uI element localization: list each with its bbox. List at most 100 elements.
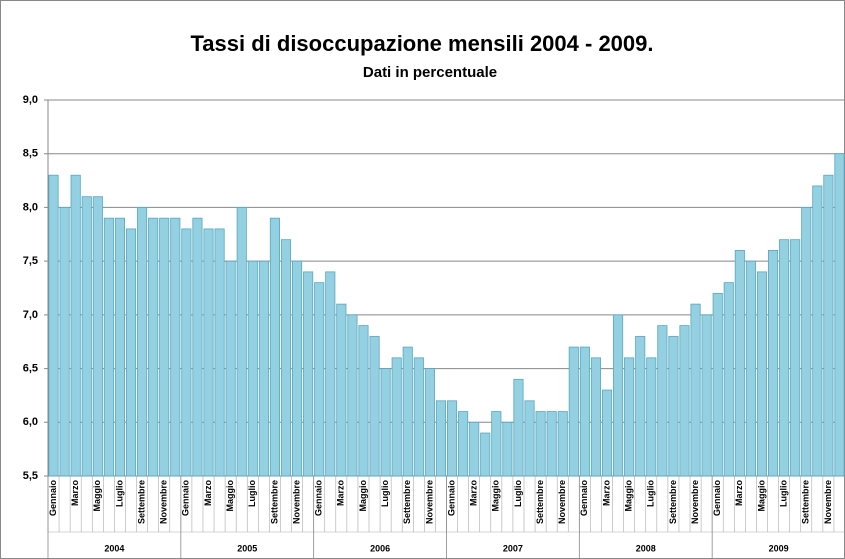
bar — [424, 368, 435, 477]
bar — [779, 239, 790, 477]
bar — [159, 217, 170, 477]
x-tick-label: Luglio — [380, 480, 390, 507]
bar — [546, 411, 557, 477]
x-tick-label: Settembre — [535, 480, 545, 524]
x-tick-label: Gennaio — [446, 480, 456, 517]
bar — [103, 217, 114, 477]
bar — [690, 303, 701, 477]
bar — [325, 271, 336, 477]
bar — [513, 378, 524, 477]
bar — [491, 411, 502, 477]
y-tick-label: 6,0 — [23, 416, 38, 428]
bar — [502, 421, 513, 477]
group-label: 2009 — [769, 543, 789, 553]
bar — [568, 346, 579, 477]
bar — [701, 314, 712, 477]
y-tick-label: 7,0 — [23, 309, 38, 321]
bar — [834, 153, 845, 477]
x-tick-label: Maggio — [756, 480, 766, 512]
x-tick-label: Settembre — [269, 480, 279, 524]
x-tick-label: Novembre — [291, 480, 301, 524]
x-tick-label: Marzo — [203, 480, 213, 507]
bar — [601, 389, 613, 477]
x-tick-label: Novembre — [557, 480, 567, 524]
bar — [70, 174, 81, 477]
bar — [756, 271, 768, 477]
bar — [247, 260, 258, 477]
x-tick-label: Gennaio — [48, 480, 58, 517]
x-tick-label: Gennaio — [181, 480, 191, 517]
bar — [635, 335, 646, 477]
bar — [203, 228, 214, 477]
bar — [380, 368, 391, 477]
bar — [458, 411, 469, 477]
bar — [801, 207, 812, 477]
bar — [469, 421, 480, 477]
bar — [679, 325, 690, 477]
bar — [181, 228, 192, 477]
bar — [723, 282, 734, 477]
bar — [59, 207, 70, 477]
y-tick-label: 5,5 — [23, 470, 38, 482]
x-tick-label: Settembre — [801, 480, 811, 524]
bar — [269, 217, 280, 477]
x-tick-label: Luglio — [114, 480, 124, 507]
x-tick-label: Marzo — [469, 480, 479, 507]
x-tick-label: Marzo — [734, 480, 744, 507]
x-tick-label: Maggio — [92, 480, 102, 512]
bar — [435, 400, 447, 477]
y-tick-label: 8,5 — [23, 148, 38, 160]
bar — [790, 239, 801, 477]
x-tick-label: Settembre — [668, 480, 678, 524]
bar — [624, 357, 635, 477]
x-tick-label: Gennaio — [314, 480, 324, 517]
bar — [369, 335, 380, 477]
bar — [579, 346, 590, 477]
bar — [92, 196, 103, 477]
bar — [214, 228, 225, 477]
x-tick-label: Maggio — [491, 480, 501, 512]
bar — [391, 357, 402, 477]
x-tick-label: Novembre — [424, 480, 434, 524]
bar — [236, 207, 247, 477]
x-tick-label: Luglio — [247, 480, 257, 507]
bar — [446, 400, 458, 477]
x-tick-label: Settembre — [402, 480, 412, 524]
bar — [668, 335, 679, 477]
x-tick-label: Maggio — [225, 480, 235, 512]
bar — [170, 217, 181, 477]
bar — [280, 239, 292, 477]
bar — [125, 228, 137, 477]
bar — [413, 357, 424, 477]
bar — [402, 346, 413, 477]
bar — [48, 174, 59, 477]
bar — [734, 249, 745, 477]
x-tick-label: Maggio — [358, 480, 368, 512]
bar — [292, 260, 303, 477]
x-tick-label: Gennaio — [712, 480, 722, 517]
bar — [557, 411, 568, 477]
x-tick-label: Maggio — [624, 480, 634, 512]
bar — [767, 249, 779, 477]
group-label: 2006 — [370, 543, 390, 553]
x-tick-label: Luglio — [646, 480, 656, 507]
x-tick-label: Novembre — [159, 480, 169, 524]
bar — [114, 217, 126, 477]
chart-title: Tassi di disoccupazione mensili 2004 - 2… — [190, 31, 653, 56]
x-tick-label: Marzo — [70, 480, 80, 507]
bar — [347, 314, 358, 477]
bar — [590, 357, 601, 477]
bar — [303, 271, 314, 477]
bar — [192, 217, 203, 477]
y-tick-label: 8,0 — [23, 201, 38, 213]
x-tick-label: Luglio — [513, 480, 523, 507]
group-label: 2005 — [237, 543, 257, 553]
bar — [336, 303, 347, 477]
y-tick-label: 6,5 — [23, 362, 38, 374]
bar — [258, 260, 269, 477]
x-tick-label: Luglio — [778, 480, 788, 507]
chart-subtitle: Dati in percentuale — [363, 64, 497, 81]
bar — [314, 282, 325, 477]
x-tick-label: Marzo — [601, 480, 611, 507]
